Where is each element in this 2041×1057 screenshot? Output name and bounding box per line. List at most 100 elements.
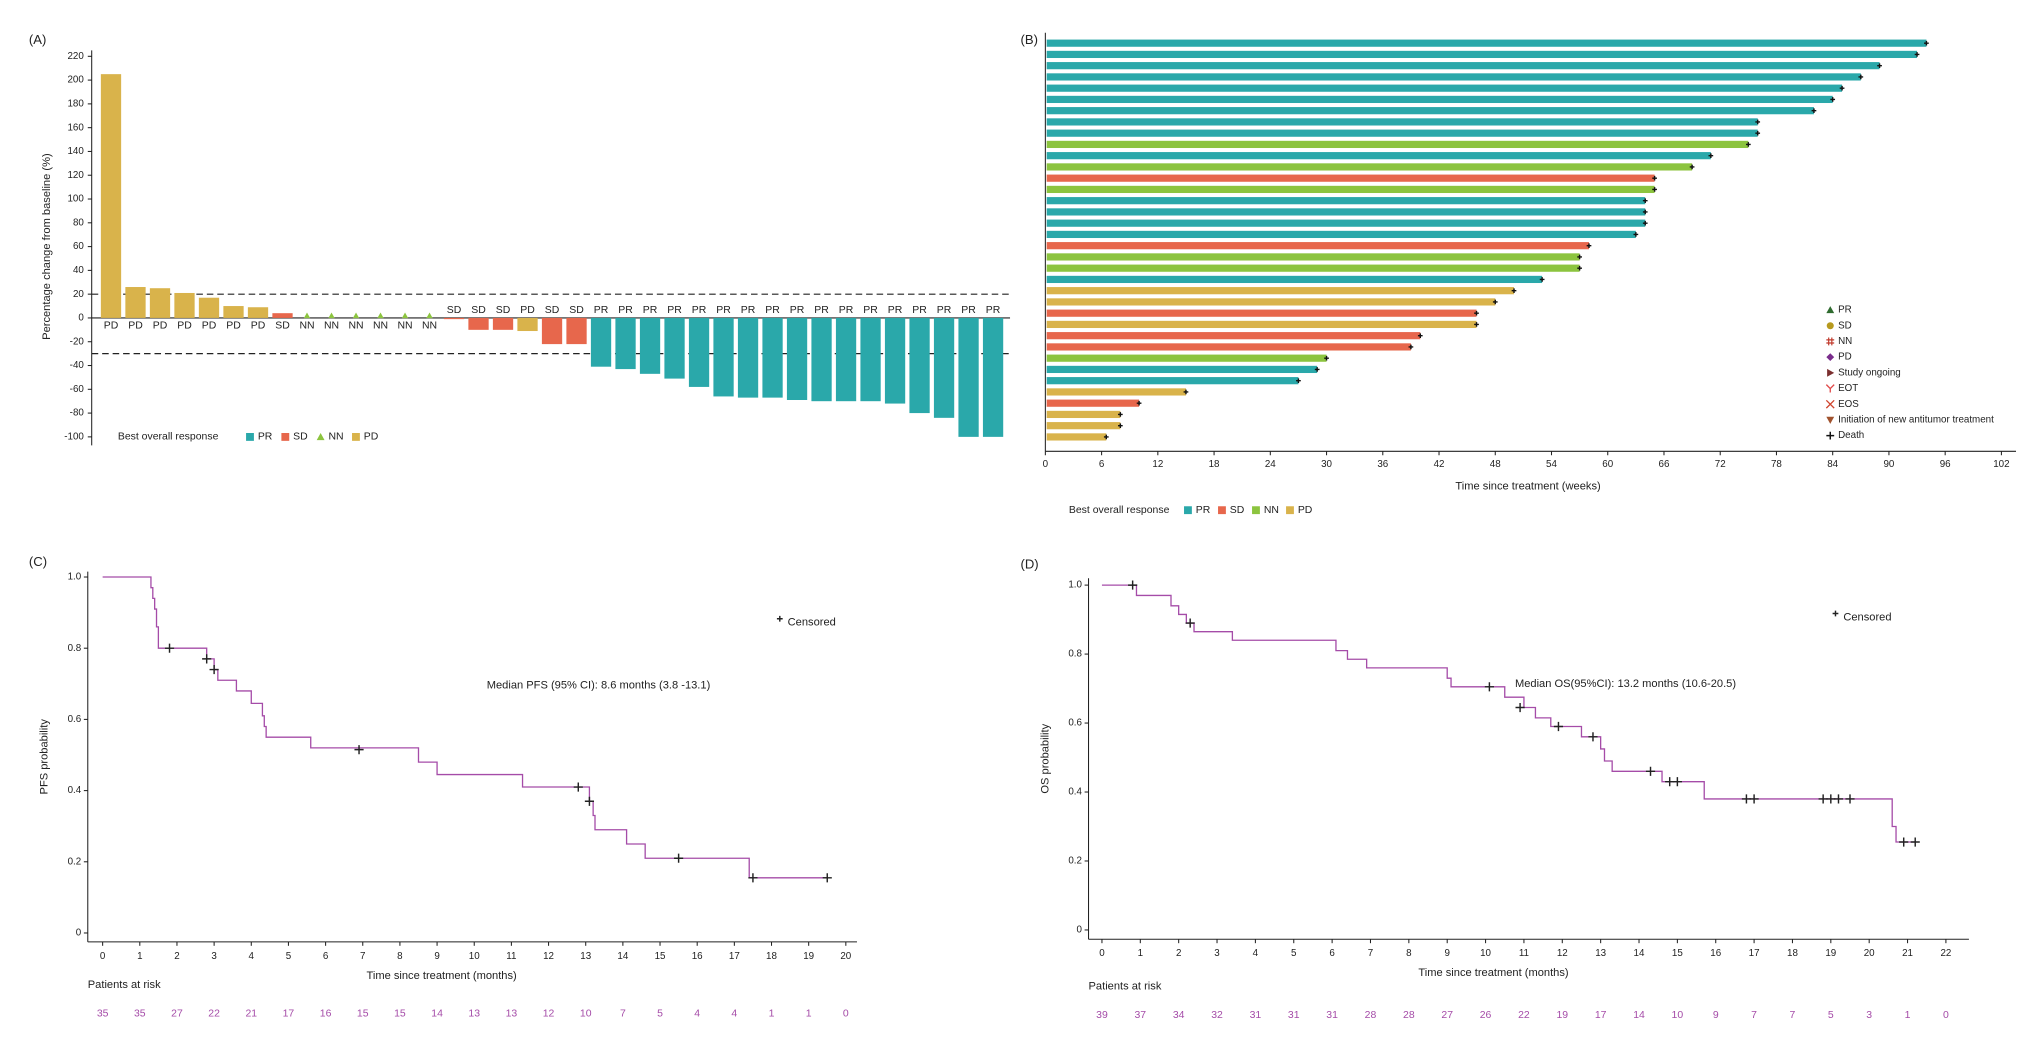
risk-number: 9 [1713, 1010, 1719, 1021]
bar-label: PR [937, 305, 952, 316]
panel-label: (B) [1021, 32, 1038, 47]
x-axis-title: Time since treatment (weeks) [1455, 481, 1601, 493]
bar-label: PR [888, 305, 903, 316]
x-tick-label: 4 [249, 951, 255, 962]
swim-bar [1046, 152, 1711, 160]
risk-number: 14 [1633, 1010, 1645, 1021]
risk-number: 17 [283, 1009, 295, 1020]
event-legend-label: Study ongoing [1838, 367, 1901, 378]
x-tick-label: 5 [286, 951, 292, 962]
risk-number: 5 [1828, 1010, 1834, 1021]
x-tick-label: 18 [766, 951, 777, 962]
bar-label: PR [594, 305, 609, 316]
y-tick-label: 0.4 [1068, 787, 1082, 798]
bar [786, 317, 808, 401]
bar-end [1296, 378, 1301, 384]
censor-mark [1588, 732, 1598, 742]
swim-bar [1046, 129, 1758, 137]
median-annotation: Median PFS (95% CI): 8.6 months (3.8 -13… [487, 679, 711, 691]
bar-end [1877, 63, 1882, 69]
x-tick-label: 60 [1602, 459, 1613, 470]
censor-mark [354, 745, 364, 755]
legend-title: Best overall response [118, 432, 219, 443]
censor-legend-symbol [776, 615, 783, 622]
censor-legend-label: Censored [1843, 611, 1891, 623]
bar-end [1652, 175, 1657, 181]
y-tick-label: 120 [67, 170, 84, 181]
bar-end [1689, 164, 1695, 170]
risk-number: 1 [769, 1009, 775, 1020]
risk-number: 1 [1905, 1010, 1911, 1021]
x-tick-label: 11 [506, 951, 516, 962]
risk-number: 39 [1096, 1010, 1108, 1021]
legend-label: PR [1196, 505, 1211, 516]
swim-bar [1046, 399, 1140, 407]
swim-bar [1046, 287, 1515, 295]
event-legend-label: EOT [1838, 383, 1858, 394]
bar [762, 317, 783, 398]
bar-end [1117, 412, 1123, 417]
x-tick-label: 20 [840, 951, 851, 962]
bar-label: PD [104, 321, 119, 332]
bar-label: SD [447, 305, 462, 316]
y-tick-label: 0.2 [1068, 856, 1082, 867]
bar-label: SD [569, 305, 584, 316]
risk-number: 31 [1326, 1010, 1338, 1021]
x-tick-label: 9 [1444, 948, 1449, 959]
bar-marker [303, 312, 311, 319]
legend-swatch [246, 433, 254, 441]
x-tick-label: 19 [1825, 948, 1836, 959]
event-legend-symbol [1826, 431, 1835, 440]
bar-label: PD [128, 321, 143, 332]
bar-label: SD [545, 305, 560, 316]
censor-mark [1665, 777, 1675, 787]
x-tick-label: 102 [1993, 459, 2009, 470]
x-tick-label: 72 [1715, 459, 1726, 470]
y-tick-label: 0.6 [68, 714, 82, 725]
swim-bar [1046, 84, 1843, 92]
risk-number: 35 [134, 1009, 146, 1020]
risk-number: 21 [245, 1009, 257, 1020]
event-legend-label: PD [1838, 352, 1852, 363]
risk-number: 7 [620, 1009, 626, 1020]
y-tick-label: 0 [76, 928, 82, 939]
x-tick-label: 12 [1557, 948, 1568, 959]
censor-mark [1845, 794, 1855, 804]
bar [639, 317, 661, 374]
bar [664, 317, 685, 379]
censor-mark [573, 782, 583, 792]
event-legend-label: Initiation of new antitumor treatment [1838, 415, 1994, 426]
survival-curve [1101, 584, 1916, 843]
panel-label: (C) [29, 554, 47, 569]
x-tick-label: 54 [1546, 459, 1557, 470]
bar-label: PD [153, 321, 168, 332]
bar [174, 292, 195, 318]
bar [125, 287, 146, 318]
bar-label: NN [324, 321, 339, 332]
swim-bar [1046, 253, 1580, 261]
bar-end [1183, 389, 1189, 395]
bar-end [1417, 333, 1423, 339]
bar-label: PD [226, 321, 241, 332]
legend-label: PR [258, 432, 273, 443]
censor-legend-label: Censored [788, 617, 836, 629]
bar-label: PR [643, 305, 658, 316]
x-tick-label: 18 [1787, 948, 1798, 959]
bar [884, 317, 906, 404]
risk-number: 31 [1250, 1010, 1262, 1021]
bar-end [1577, 265, 1582, 271]
risk-number: 27 [1441, 1010, 1453, 1021]
bar-label: PR [814, 305, 829, 316]
x-tick-label: 15 [1672, 948, 1683, 959]
bar-label: SD [471, 305, 486, 316]
swim-bar [1046, 50, 1918, 59]
bar [517, 317, 538, 332]
legend-swatch [352, 433, 360, 441]
bar-label: PR [716, 305, 731, 316]
y-tick-label: 1.0 [1068, 580, 1082, 591]
swim-bar [1046, 433, 1107, 441]
bar-end [1914, 52, 1920, 57]
event-legend-symbol [1826, 337, 1835, 346]
